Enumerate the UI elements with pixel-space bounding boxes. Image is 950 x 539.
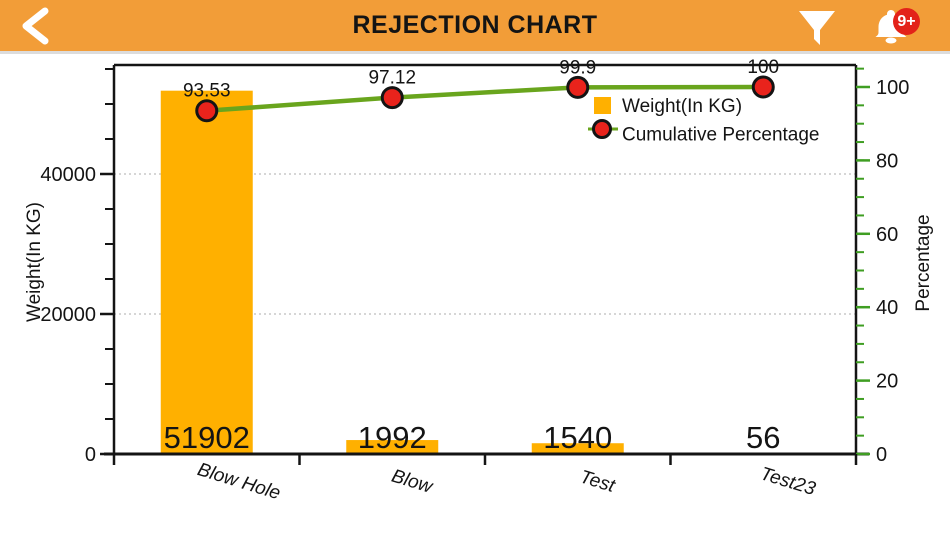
filter-icon bbox=[799, 11, 835, 45]
point-value-label: 100 bbox=[747, 57, 779, 78]
bar-test bbox=[531, 443, 624, 454]
bar-value-label: 1992 bbox=[358, 420, 427, 455]
bar-value-label: 56 bbox=[746, 420, 780, 455]
legend-swatch-weight bbox=[594, 97, 611, 114]
point-value-label: 97.12 bbox=[368, 68, 416, 89]
bar-blow bbox=[346, 440, 439, 454]
x-category-label: Test bbox=[577, 467, 617, 498]
bar-value-label: 1540 bbox=[543, 420, 612, 455]
back-chevron-icon bbox=[22, 7, 49, 45]
app-header: REJECTION CHART 9+ bbox=[0, 0, 950, 54]
point-value-label: 93.53 bbox=[183, 81, 231, 102]
line-marker bbox=[566, 75, 590, 99]
left-tick-label: 20000 bbox=[40, 304, 96, 326]
x-category-label: Blow bbox=[389, 466, 436, 498]
x-category-label: Blow Hole bbox=[195, 459, 283, 504]
right-axis-title: Percentage bbox=[913, 214, 934, 311]
point-value-label: 99.9 bbox=[559, 57, 596, 78]
notification-badge: 9+ bbox=[893, 8, 920, 35]
pareto-chart-canvas: 93.53 97.12 99.9 100 51902 1992 1540 56 0 20000 40… bbox=[24, 57, 934, 504]
right-tick-label: 60 bbox=[876, 224, 898, 246]
left-tick-label: 40000 bbox=[40, 164, 96, 186]
rejection-chart: 93.53 97.12 99.9 100 51902 1992 1540 56 0 20000 40… bbox=[0, 54, 950, 534]
bar-blow-hole bbox=[160, 90, 253, 454]
back-button[interactable] bbox=[14, 4, 62, 48]
line-marker bbox=[751, 75, 775, 99]
right-tick-label: 40 bbox=[876, 297, 898, 319]
legend-marker-cumulative bbox=[592, 119, 612, 139]
right-tick-label: 80 bbox=[876, 150, 898, 172]
cumulative-line bbox=[206, 84, 764, 113]
line-marker bbox=[195, 99, 219, 123]
right-tick-label: 20 bbox=[876, 371, 898, 393]
left-axis-title: Weight(In KG) bbox=[24, 202, 45, 322]
legend-label-weight: Weight(In KG) bbox=[622, 96, 742, 117]
x-category-label: Test23 bbox=[758, 463, 818, 500]
right-tick-label: 100 bbox=[876, 77, 909, 99]
line-marker bbox=[380, 86, 404, 110]
notifications-button[interactable]: 9+ bbox=[860, 2, 922, 50]
right-tick-label: 0 bbox=[876, 444, 887, 466]
bar-value-label: 51902 bbox=[164, 420, 250, 455]
legend-label-cumulative: Cumulative Percentage bbox=[622, 125, 820, 146]
left-tick-label: 0 bbox=[85, 444, 96, 466]
filter-button[interactable] bbox=[794, 4, 840, 50]
